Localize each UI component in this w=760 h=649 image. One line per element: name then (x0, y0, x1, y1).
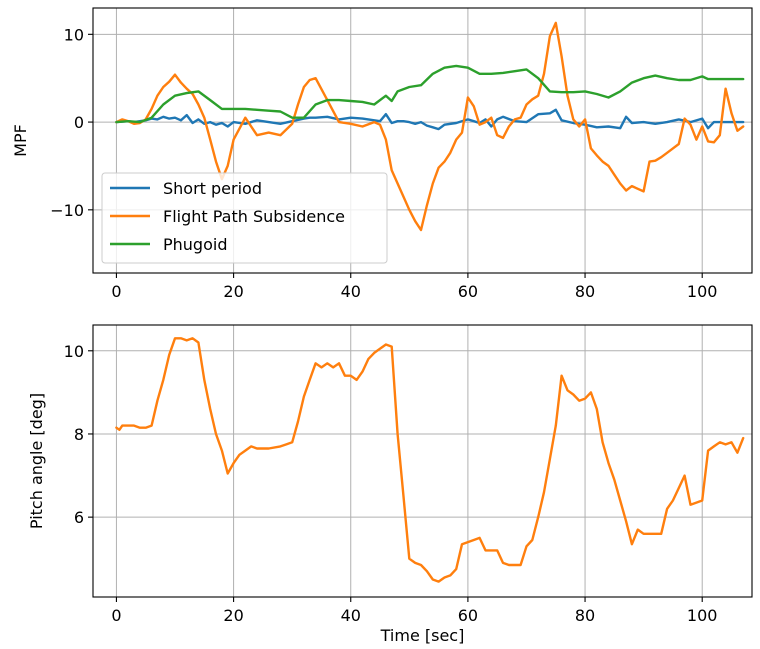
pitch-xtick-label: 100 (687, 606, 718, 625)
pitch-ytick-label: 8 (74, 425, 84, 444)
mpf-ytick-label: 0 (74, 113, 84, 132)
pitch-xtick-label: 20 (223, 606, 243, 625)
pitch-ytick-label: 6 (74, 508, 84, 527)
pitch-grid (93, 325, 752, 597)
pitch-xtick-label: 0 (111, 606, 121, 625)
mpf-xtick-label: 40 (341, 282, 361, 301)
mpf-series-line-phugoid (115, 64, 745, 124)
pitch-series-line-0 (115, 337, 745, 583)
mpf-series-line-flight-path-subsidence (115, 21, 745, 232)
pitch-plot-frame (92, 324, 753, 598)
mpf-ytick-label: 10 (64, 25, 84, 44)
mpf-legend: Short period Flight Path Subsidence Phug… (101, 172, 388, 264)
mpf-xtick-label: 60 (458, 282, 478, 301)
mpf-plot-frame (92, 7, 753, 274)
pitch-series (115, 337, 745, 583)
mpf-xtick-label: 20 (223, 282, 243, 301)
pitch-xtick-label: 80 (575, 606, 595, 625)
mpf-xtick-label: 0 (111, 282, 121, 301)
mpf-ylabel: MPF (11, 124, 30, 157)
pitch-ylabel: Pitch angle [deg] (27, 393, 46, 529)
pitch-ticks: 0 20 40 60 80 100 10 8 6 (64, 342, 718, 625)
mpf-series-line-short-period (115, 108, 745, 131)
pitch-panel: 0 20 40 60 80 100 10 8 6 Pitch angle [deg] Time … (27, 324, 753, 645)
legend-label-short-period: Short period (163, 179, 262, 198)
legend-box (101, 172, 388, 264)
pitch-xtick-label: 60 (458, 606, 478, 625)
mpf-xtick-label: 100 (687, 282, 718, 301)
mpf-xtick-label: 80 (575, 282, 595, 301)
mpf-ytick-label: −10 (50, 201, 84, 220)
time-xlabel: Time [sec] (380, 626, 465, 645)
legend-label-flight-path-subsidence: Flight Path Subsidence (163, 207, 345, 226)
mpf-series (115, 21, 745, 232)
pitch-ytick-label: 10 (64, 342, 84, 361)
legend-label-phugoid: Phugoid (163, 235, 227, 254)
mpf-grid (93, 8, 752, 273)
pitch-xtick-label: 40 (341, 606, 361, 625)
